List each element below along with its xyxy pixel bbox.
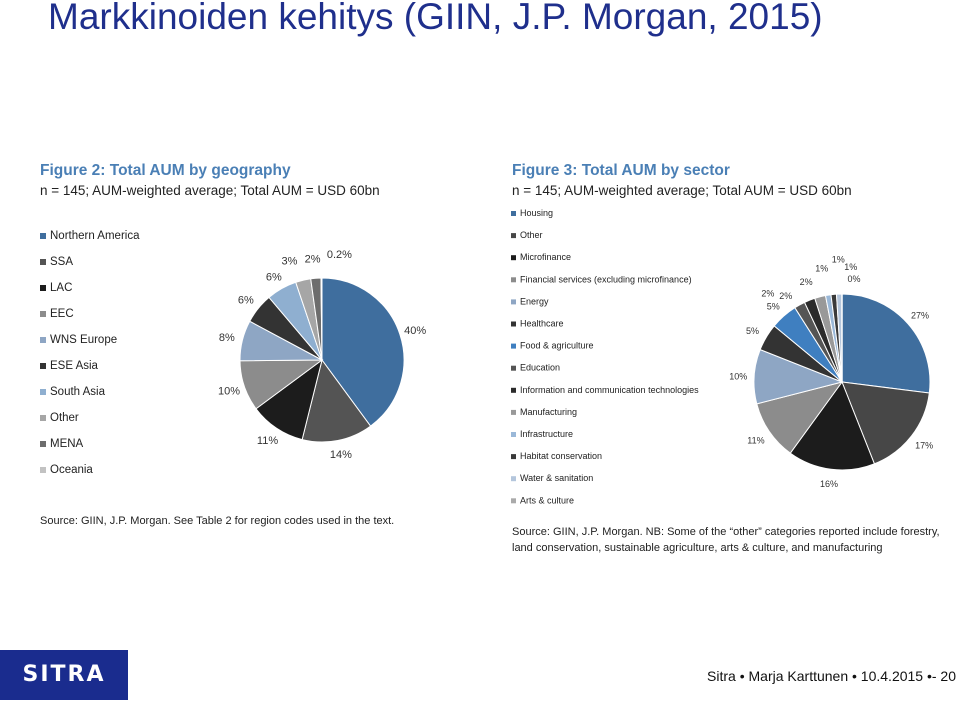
sector-legend-swatch-arts-culture — [511, 498, 516, 504]
sector-data-label-infrastructure: 1% — [815, 263, 828, 273]
sitra-logo: SITRA — [22, 662, 106, 687]
geography-legend-swatch-south-asia — [40, 389, 46, 395]
sector-legend-label-water-sanitation: Water & sanitation — [520, 473, 593, 483]
figure-3-subtitle: n = 145; AUM-weighted average; Total AUM… — [512, 183, 852, 198]
sector-legend: Housing Other Microfinance Financial servic… — [511, 208, 699, 505]
geography-legend-label-wns-europe: WNS Europe — [50, 334, 117, 346]
geography-legend-swatch-other — [40, 415, 46, 421]
geography-legend-label-oceania: Oceania — [50, 464, 93, 476]
sector-data-label-water-sanitation: 1% — [844, 262, 857, 272]
geography-legend-swatch-eec — [40, 311, 46, 317]
geography-legend-swatch-mena — [40, 441, 46, 447]
geography-legend-label-ssa: SSA — [50, 256, 73, 268]
geography-data-label-south-asia: 6% — [266, 271, 282, 283]
geography-legend-label-ese-asia: ESE Asia — [50, 360, 99, 372]
geography-pie-chart: 40%14%11%10%8%6%6%3% 2% 0.2% — [218, 249, 426, 461]
geography-legend-label-lac: LAC — [50, 282, 72, 294]
geography-data-label-ssa: 14% — [330, 449, 352, 461]
figure-3-source: Source: GIIN, J.P. Morgan. NB: Some of t… — [512, 526, 940, 554]
sector-legend-label-other: Other — [520, 230, 543, 240]
sector-legend-swatch-infrastructure — [511, 432, 516, 437]
sector-legend-label-infrastructure: Infrastructure — [520, 429, 573, 439]
sector-legend-swatch-financial-services-excluding-microfinance — [511, 277, 516, 283]
sector-data-label-arts-culture: 0% — [847, 274, 860, 284]
sector-legend-swatch-water-sanitation — [511, 476, 516, 482]
geography-legend-label-other: Other — [50, 412, 79, 424]
sector-data-label-energy: 10% — [729, 372, 747, 382]
charts-canvas: 40%14%11%10%8%6%6%3% 2% 0.2% Northern Amer… — [40, 208, 933, 505]
sector-legend-swatch-education — [511, 365, 516, 371]
geography-data-label-lac: 11% — [257, 435, 278, 447]
figure-2-title: Figure 2: Total AUM by geography — [40, 162, 291, 179]
geography-slice-ssa — [301, 358, 372, 443]
geography-legend-label-mena: MENA — [50, 438, 84, 450]
figure-3-title: Figure 3: Total AUM by sector — [512, 162, 730, 179]
geography-legend-swatch-ese-asia — [40, 363, 46, 369]
sector-data-label-other: 17% — [915, 441, 933, 451]
sector-data-label-housing: 27% — [911, 311, 929, 321]
geography-slice-northern-america — [321, 277, 405, 427]
geography-data-label-wns-europe: 8% — [219, 332, 235, 344]
sector-legend-label-manufacturing: Manufacturing — [520, 407, 577, 417]
sector-legend-swatch-energy — [511, 299, 516, 305]
geography-legend-swatch-northern-america — [40, 233, 46, 239]
geography-legend-swatch-ssa — [40, 259, 46, 265]
sector-legend-label-arts-culture: Arts & culture — [520, 495, 574, 505]
geography-data-label-mena: 2% — [305, 253, 321, 265]
sector-slice-microfinance — [789, 380, 876, 471]
sector-data-label-financial-services-excluding-microfinance: 11% — [747, 435, 764, 445]
sector-legend-swatch-manufacturing — [511, 409, 516, 415]
sector-legend-swatch-other — [511, 233, 516, 239]
sitra-logo-bar: SITRA — [0, 650, 128, 700]
geography-legend-swatch-lac — [40, 285, 46, 291]
sector-legend-swatch-healthcare — [511, 321, 516, 327]
sector-legend-swatch-microfinance — [511, 255, 516, 261]
sector-legend-swatch-habitat-conservation — [511, 454, 516, 460]
slide-footer: Sitra • Marja Karttunen • 10.4.2015 •- 2… — [707, 668, 956, 684]
geography-legend-label-south-asia: South Asia — [50, 386, 106, 398]
geography-slice-oceania — [320, 277, 323, 361]
sector-legend-label-food-agriculture: Food & agriculture — [520, 341, 594, 351]
geography-legend-label-northern-america: Northern America — [50, 230, 140, 242]
figure-2-source: Source: GIIN, J.P. Morgan. See Table 2 f… — [40, 515, 395, 527]
sector-legend-label-habitat-conservation: Habitat conservation — [520, 451, 602, 461]
geography-data-label-oceania: 0.2% — [327, 249, 352, 261]
sector-legend-label-microfinance: Microfinance — [520, 252, 571, 262]
sector-legend-label-information-and-communication-technologies: Information and communication technologi… — [520, 385, 699, 395]
sector-legend-swatch-food-agriculture — [511, 343, 516, 349]
sector-data-label-microfinance: 16% — [820, 479, 838, 489]
sector-legend-label-healthcare: Healthcare — [520, 319, 564, 329]
sector-legend-swatch-housing — [511, 211, 516, 216]
geography-data-label-eec: 10% — [218, 385, 240, 397]
sector-data-label-habitat-conservation: 1% — [832, 254, 845, 264]
sector-data-label-manufacturing: 2% — [800, 277, 813, 287]
sector-data-label-education: 2% — [761, 289, 774, 299]
geography-legend-label-eec: EEC — [50, 308, 74, 320]
sector-slice-other — [841, 381, 930, 465]
sector-pie-chart: 27%17%16%11%10%5%5%2% 2%2%1%1%1%0% — [729, 254, 933, 489]
sector-data-label-healthcare: 5% — [746, 326, 759, 336]
geography-data-label-ese-asia: 6% — [238, 295, 254, 307]
sector-legend-label-education: Education — [520, 363, 560, 373]
geography-legend-swatch-wns-europe — [40, 337, 46, 343]
geography-data-label-other: 3% — [282, 256, 298, 268]
sector-legend-label-financial-services-excluding-microfinance: Financial services (excluding microfinan… — [520, 274, 692, 284]
geography-legend: Northern America SSA LAC EEC WNS Europe ESE A… — [40, 230, 140, 476]
slide-title: Markkinoiden kehitys (GIIN, J.P. Morgan,… — [48, 0, 823, 37]
sector-legend-label-housing: Housing — [520, 208, 553, 218]
sector-legend-swatch-information-and-communication-technologies — [511, 387, 516, 393]
sector-legend-label-energy: Energy — [520, 296, 549, 306]
sector-data-label-information-and-communication-technologies: 2% — [779, 291, 792, 301]
figure-2-subtitle: n = 145; AUM-weighted average; Total AUM… — [40, 183, 380, 198]
sector-data-label-food-agriculture: 5% — [767, 301, 780, 311]
geography-legend-swatch-oceania — [40, 467, 46, 473]
sector-slice-housing — [841, 293, 931, 394]
geography-data-label-northern-america: 40% — [404, 325, 426, 337]
